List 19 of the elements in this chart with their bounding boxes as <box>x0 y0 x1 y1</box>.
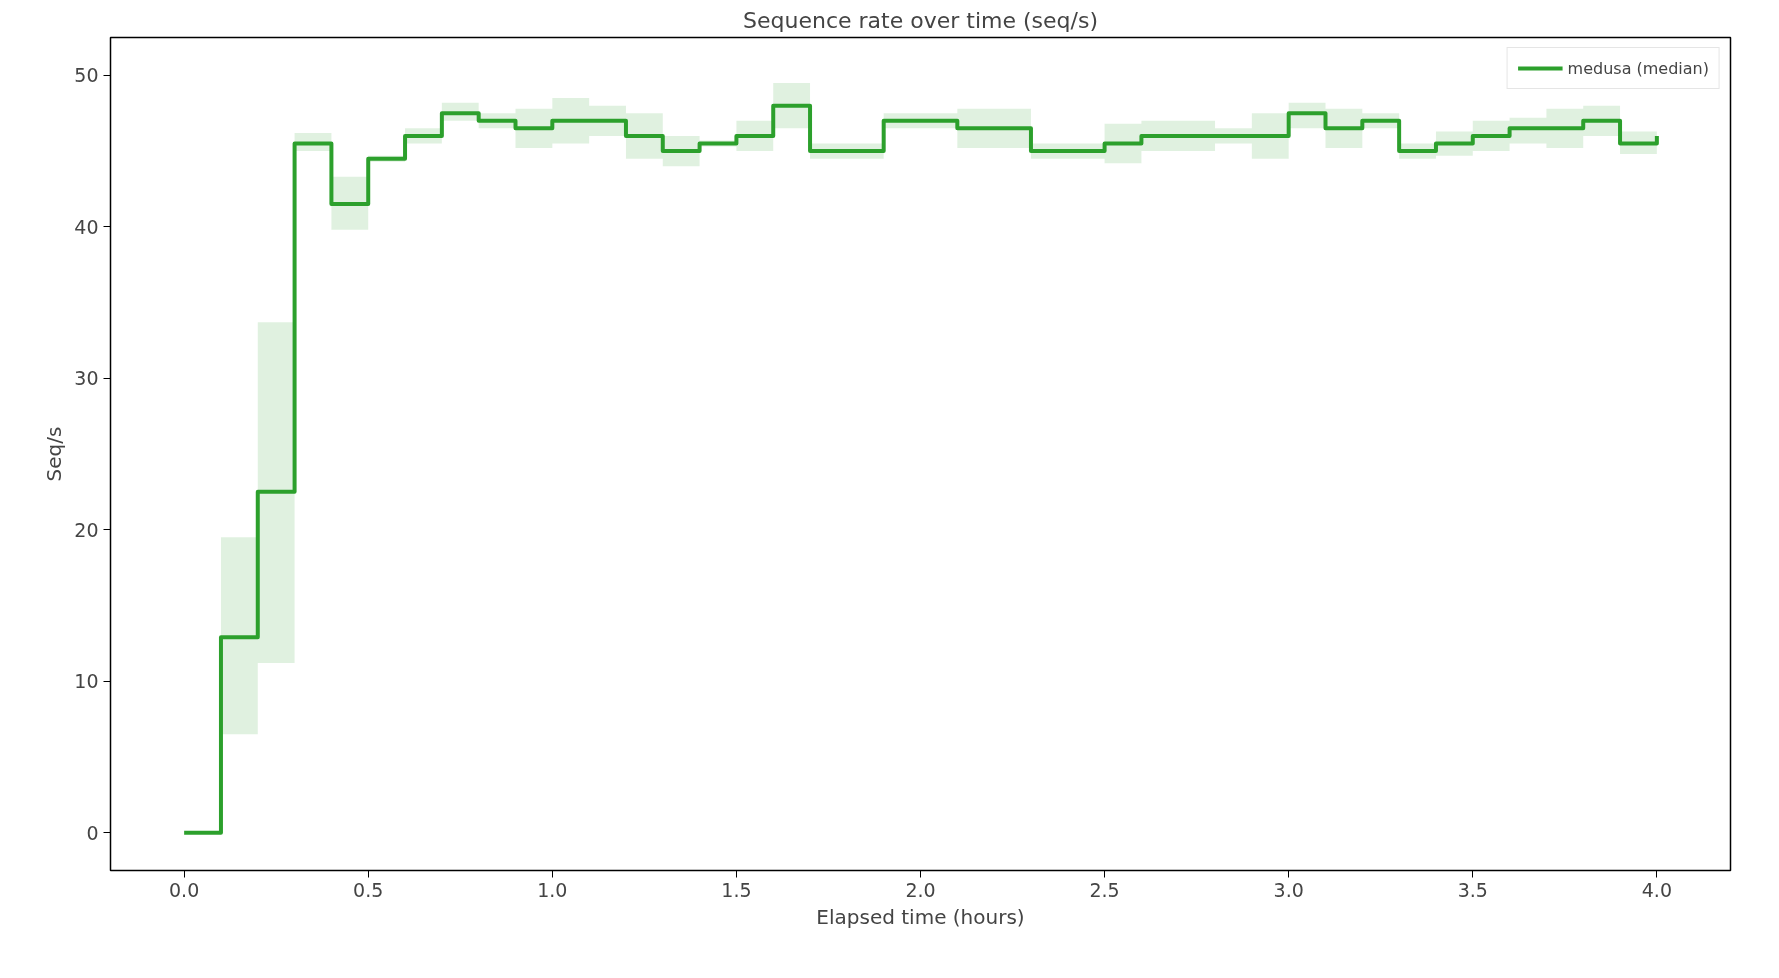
x-tick-label: 0.0 <box>169 878 200 901</box>
y-tick-label: 50 <box>74 64 99 87</box>
x-tick-label: 4.0 <box>1641 878 1672 901</box>
x-tick-label: 2.5 <box>1089 878 1120 901</box>
x-tick-label: 3.5 <box>1457 878 1488 901</box>
y-tick-label: 10 <box>74 670 99 693</box>
x-axis-title: Elapsed time (hours) <box>816 904 1025 929</box>
x-tick-label: 1.5 <box>721 878 752 901</box>
y-tick-label: 20 <box>74 518 99 541</box>
x-tick-label: 1.0 <box>537 878 568 901</box>
chart-title: Sequence rate over time (seq/s) <box>743 7 1098 33</box>
x-tick-label: 2.0 <box>905 878 936 901</box>
y-tick-label: 30 <box>74 367 99 390</box>
y-tick-label: 40 <box>74 215 99 238</box>
x-tick-label: 0.5 <box>353 878 384 901</box>
legend-label: medusa (median) <box>1567 58 1709 78</box>
y-axis-title: Seq/s <box>42 426 67 482</box>
x-tick-label: 3.0 <box>1273 878 1304 901</box>
y-tick-label: 0 <box>86 821 99 844</box>
